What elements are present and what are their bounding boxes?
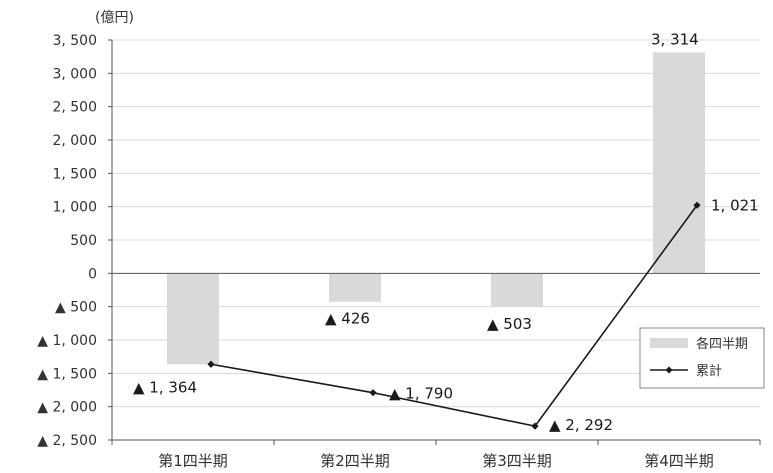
y-axis-unit-label: (億円) bbox=[95, 10, 134, 26]
line-data-label: ▲ 2, 292 bbox=[549, 416, 613, 434]
y-tick-label: 2, 000 bbox=[52, 133, 97, 149]
legend-label-bar: 各四半期 bbox=[696, 336, 748, 352]
y-tick-label: ▲ 1, 500 bbox=[37, 366, 97, 382]
bar-data-label: ▲ 1, 364 bbox=[133, 378, 197, 396]
line-data-label: 1, 021 bbox=[711, 196, 759, 214]
y-tick-label: 3, 500 bbox=[52, 33, 97, 49]
x-category-label: 第3四半期 bbox=[482, 452, 552, 470]
y-tick-label: 0 bbox=[88, 266, 97, 282]
y-tick-label: ▲ 1, 000 bbox=[37, 333, 97, 349]
bar bbox=[167, 273, 219, 365]
line-marker bbox=[207, 360, 215, 368]
legend-swatch-marker bbox=[665, 366, 673, 374]
x-category-label: 第4四半期 bbox=[644, 452, 714, 470]
bar bbox=[653, 52, 705, 274]
data-labels: ▲ 1, 364 ▲ 426 ▲ 503 3, 314 ▲ 1, 790 ▲ 2, 292… bbox=[133, 30, 759, 434]
x-category-label: 第1四半期 bbox=[158, 452, 228, 470]
line-series bbox=[207, 201, 701, 430]
bar-series bbox=[167, 52, 705, 365]
legend-swatch-bar bbox=[650, 338, 688, 348]
line-data-label: ▲ 1, 790 bbox=[389, 385, 453, 403]
y-tick-label: 1, 000 bbox=[52, 200, 97, 216]
bar bbox=[329, 273, 381, 302]
x-category-label: 第2四半期 bbox=[320, 452, 390, 470]
y-tick-label: 3, 000 bbox=[52, 66, 97, 82]
y-tick-label: ▲ 2, 000 bbox=[37, 400, 97, 416]
line-marker bbox=[531, 422, 539, 430]
y-tick-label: 2, 500 bbox=[52, 100, 97, 116]
line-marker bbox=[693, 201, 701, 209]
y-tick-label: 1, 500 bbox=[52, 166, 97, 182]
legend-label-line: 累計 bbox=[696, 363, 722, 379]
cumulative-line bbox=[210, 204, 698, 428]
bar-data-label: 3, 314 bbox=[651, 30, 699, 48]
y-tick-label: 500 bbox=[70, 233, 97, 249]
bar bbox=[491, 273, 543, 307]
line-marker bbox=[369, 389, 377, 397]
axes bbox=[108, 39, 761, 445]
bar-data-label: ▲ 426 bbox=[325, 310, 370, 328]
y-tick-label: ▲ 2, 500 bbox=[37, 433, 97, 449]
bar-data-label: ▲ 503 bbox=[487, 315, 532, 333]
x-axis-categories: 第1四半期 第2四半期 第3四半期 第4四半期 bbox=[158, 452, 714, 470]
y-axis-ticks: 3, 500 3, 000 2, 500 2, 000 1, 500 1, 000 500 0… bbox=[37, 33, 97, 449]
y-tick-label: ▲ 500 bbox=[55, 300, 97, 316]
